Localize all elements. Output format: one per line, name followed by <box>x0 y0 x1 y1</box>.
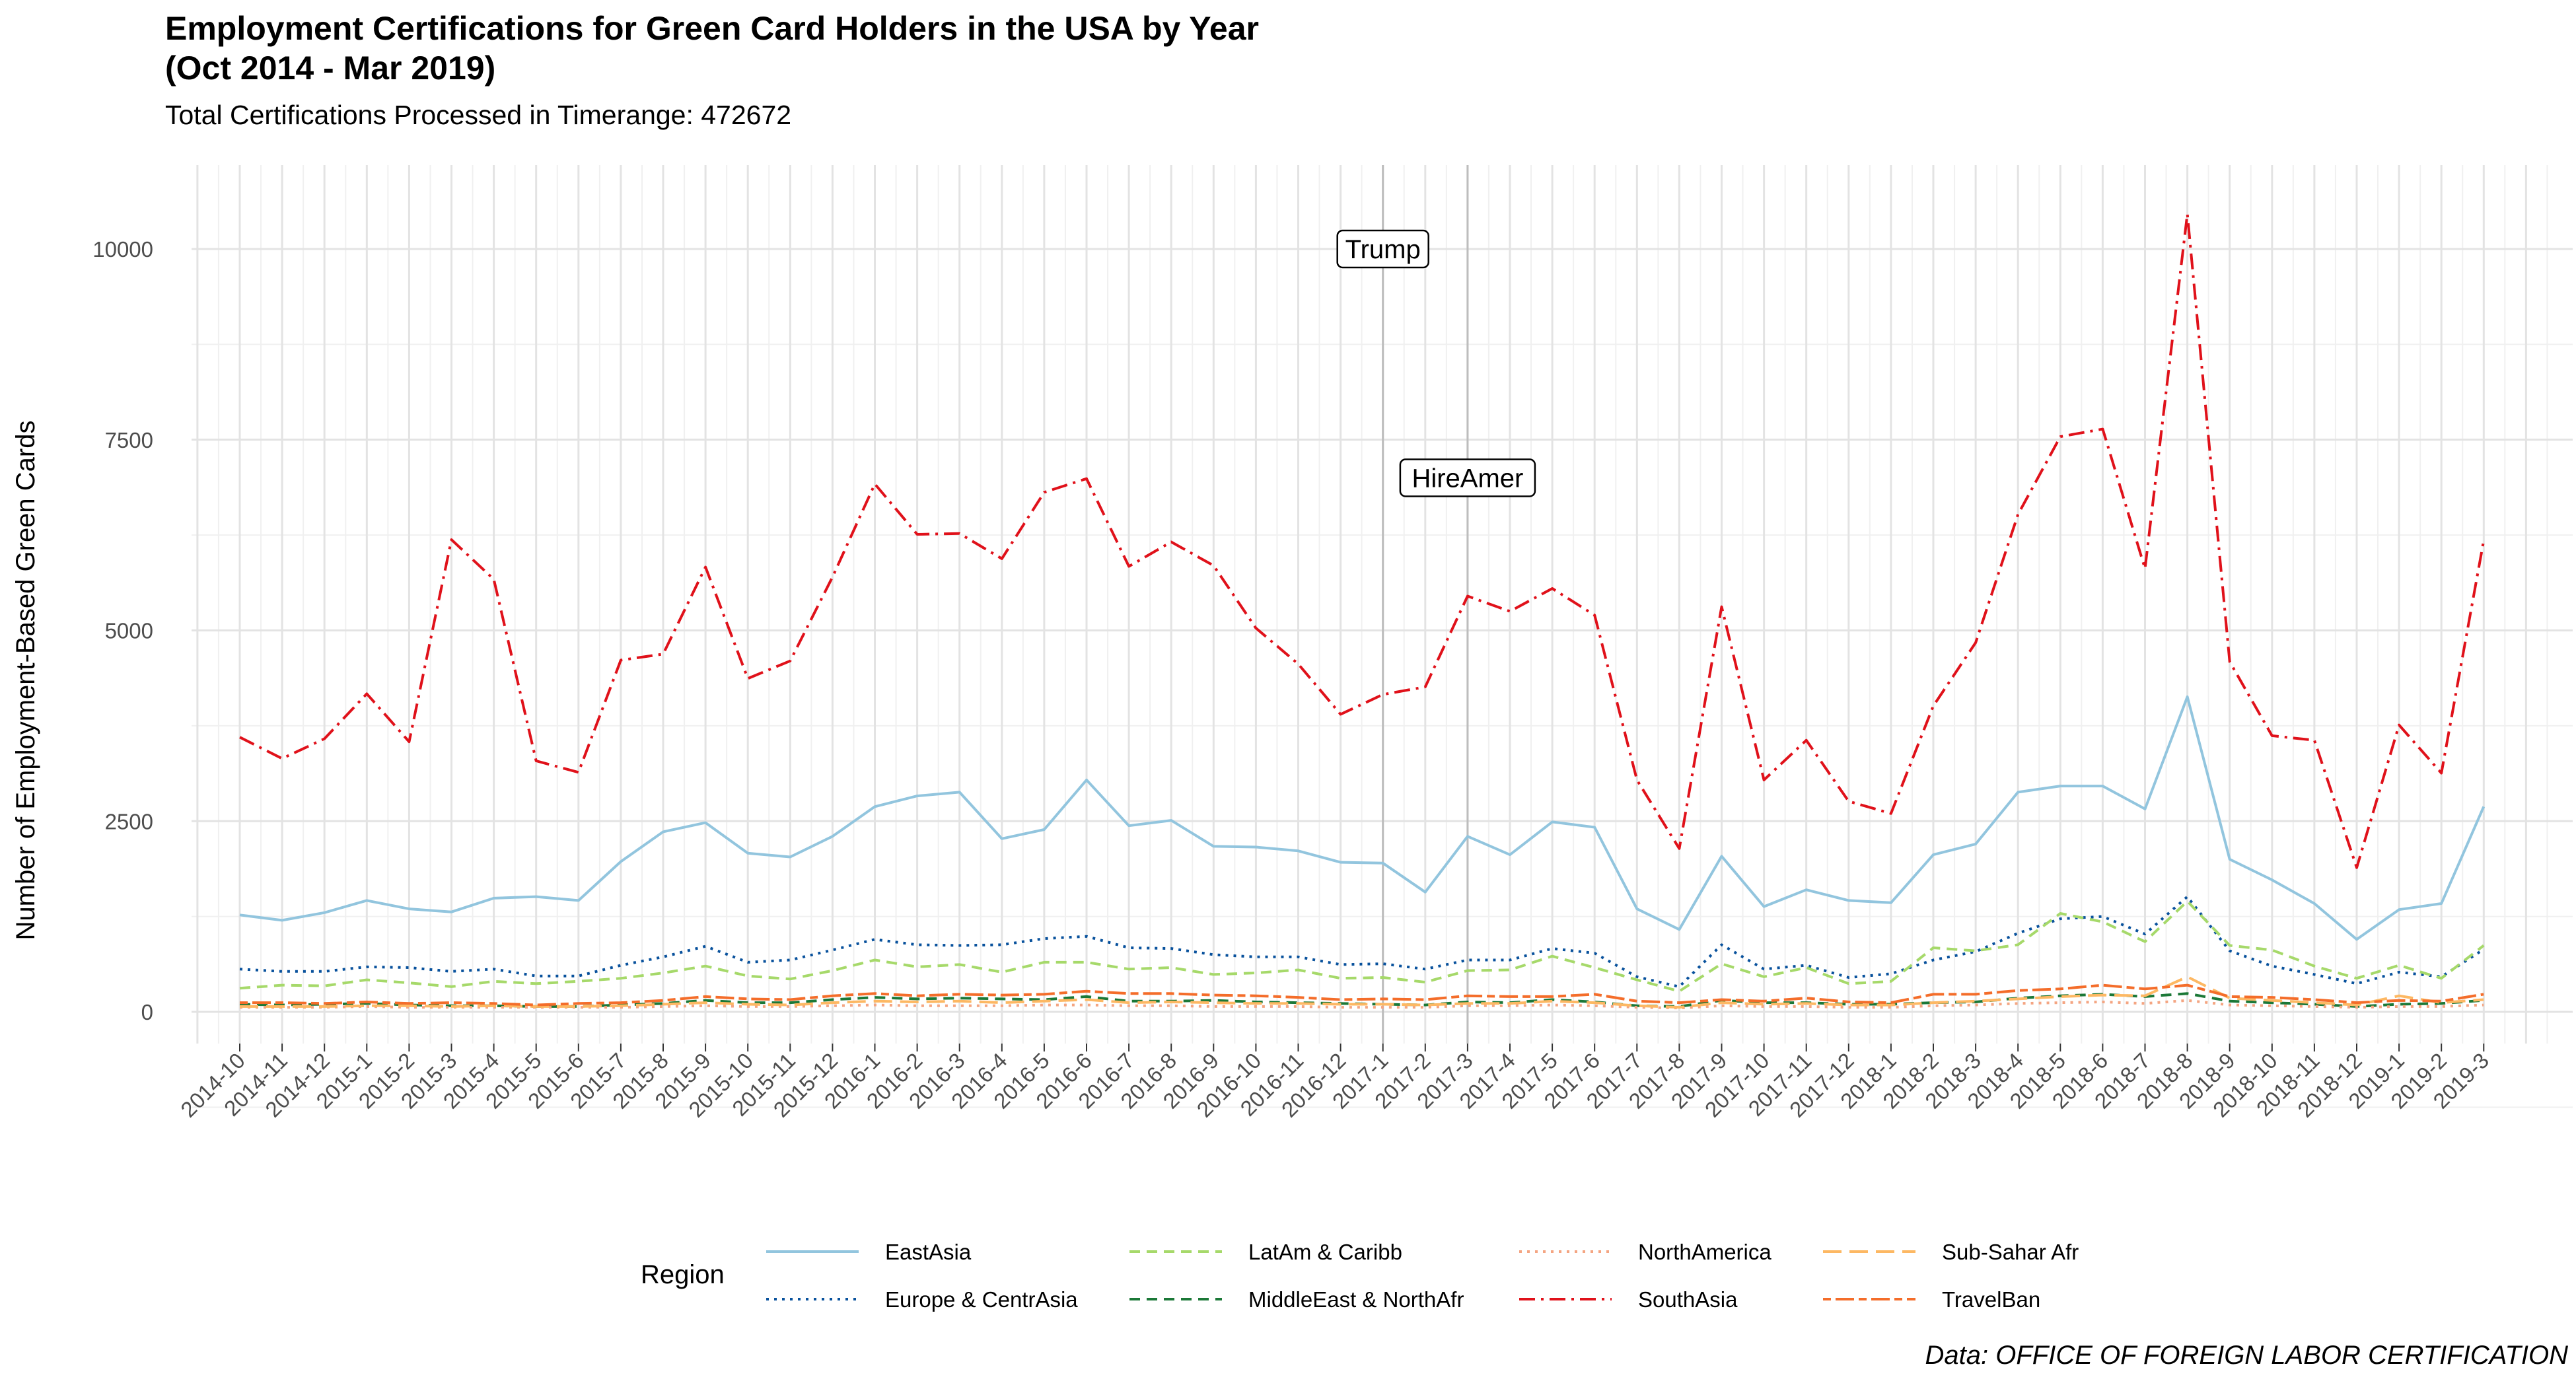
legend-label-northamerica: NorthAmerica <box>1638 1240 1771 1264</box>
annotation-box <box>1336 229 1429 269</box>
y-axis: 0 2500 5000 7500 10000 <box>92 237 153 1024</box>
series-line-eastasia <box>239 695 2486 941</box>
series-line-travelban <box>240 983 2484 1007</box>
y-tick-label: 10000 <box>92 237 153 262</box>
legend-label-middleeast-northafr: MiddleEast & NorthAfr <box>1248 1287 1464 1312</box>
legend-label-southasia: SouthAsia <box>1638 1287 1738 1312</box>
series-line-latam-caribb <box>239 900 2485 993</box>
series-line-northamerica <box>240 999 2484 1010</box>
annotation-label: Trump <box>1345 235 1421 264</box>
y-tick-label: 2500 <box>105 809 153 834</box>
y-tick-label: 0 <box>141 1000 153 1024</box>
event-lines <box>1382 165 1469 1044</box>
y-tick-label: 7500 <box>105 428 153 452</box>
legend-label-eastasia: EastAsia <box>885 1240 972 1264</box>
series-line-europe-centrasia <box>239 895 2485 988</box>
chart-caption: Data: OFFICE OF FOREIGN LABOR CERTIFICAT… <box>1925 1341 2569 1370</box>
chart-title-line1: Employment Certifications for Green Card… <box>165 10 1259 47</box>
chart-subtitle: Total Certifications Processed in Timera… <box>165 100 791 130</box>
annotation-hireamer: HireAmer <box>1399 458 1536 497</box>
chart-title-line2: (Oct 2014 - Mar 2019) <box>165 50 495 87</box>
annotation-trump: Trump <box>1336 229 1429 269</box>
legend-label-travelban: TravelBan <box>1942 1287 2040 1312</box>
annotations: Trump HireAmer <box>1336 229 1536 497</box>
x-axis: 2014-102014-112014-122015-12015-22015-32… <box>176 1044 2493 1122</box>
legend-title: Region <box>641 1260 725 1289</box>
series-line-sub-sahar-afr <box>240 975 2484 1009</box>
legend: Region EastAsia Europe & CentrAsia LatAm &… <box>641 1240 2079 1312</box>
annotation-box <box>1399 458 1536 497</box>
annotation-label: HireAmer <box>1412 464 1523 493</box>
legend-label-latam-caribb: LatAm & Caribb <box>1248 1240 1402 1264</box>
y-tick-label: 5000 <box>105 619 153 643</box>
legend-label-sub-sahar-afr: Sub-Sahar Afr <box>1942 1240 2079 1264</box>
series-lines <box>239 212 2486 1010</box>
y-axis-label: Number of Employment-Based Green Cards <box>11 421 40 941</box>
legend-label-europe-centrasia: Europe & CentrAsia <box>885 1287 1078 1312</box>
